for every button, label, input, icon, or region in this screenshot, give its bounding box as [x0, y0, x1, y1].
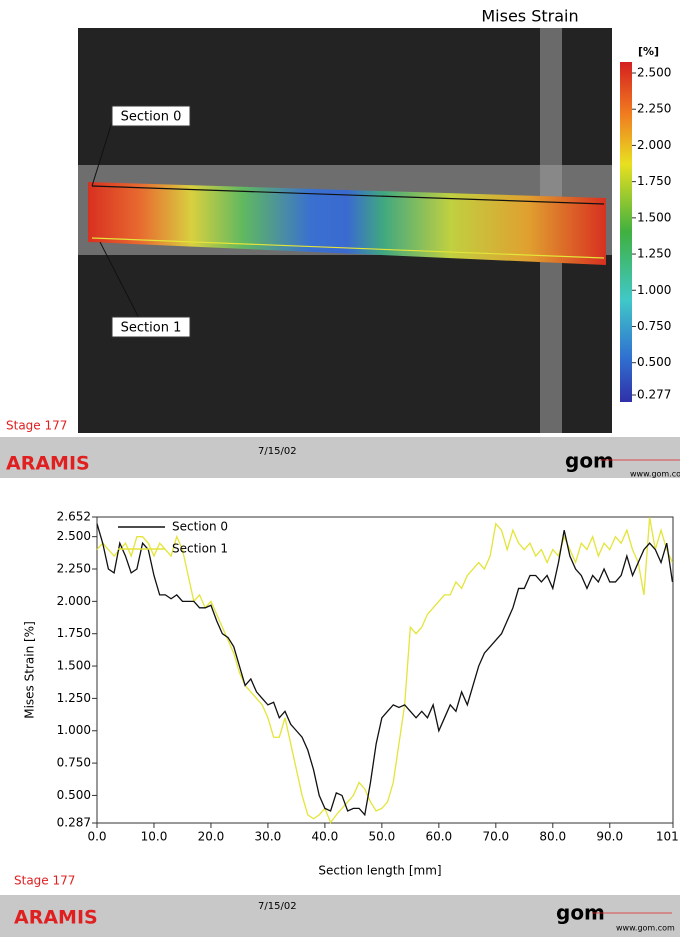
legend-label: Section 0 — [172, 520, 228, 534]
brand: ARAMIS — [6, 453, 90, 475]
colorbar-tick-label: 0.750 — [637, 319, 671, 333]
colorbar-tick-label: 1.000 — [637, 283, 671, 297]
section-line — [91, 185, 605, 205]
stage-label: Stage 177 — [14, 874, 75, 888]
logo: gom — [565, 449, 614, 473]
colorbar-tick-label: 1.750 — [637, 174, 671, 188]
y-tick-label: 1.500 — [57, 659, 91, 673]
x-tick-label: 40.0 — [312, 830, 339, 844]
y-tick-label: 1.750 — [57, 626, 91, 640]
y-tick-label: 1.000 — [57, 723, 91, 737]
y-tick-label: 2.500 — [57, 529, 91, 543]
y-tick-label: 0.500 — [57, 788, 91, 802]
colorbar-tick-label: 1.250 — [637, 247, 671, 261]
colorbar-tick-label: 0.277 — [637, 388, 671, 402]
legend-label: Section 1 — [172, 542, 228, 556]
x-axis-label: Section length [mm] — [318, 864, 441, 878]
y-tick-label: 0.287 — [57, 816, 91, 830]
leader — [99, 241, 141, 321]
date: 7/15/02 — [258, 446, 297, 457]
url: www.gom.co — [630, 470, 680, 479]
x-tick-label: 0.0 — [87, 830, 106, 844]
leader — [91, 121, 113, 187]
y-tick-label: 2.652 — [57, 510, 91, 524]
series-line — [96, 517, 674, 824]
x-tick-label: 50.0 — [369, 830, 396, 844]
colorbar-tick-label: 2.500 — [637, 66, 671, 80]
colorbar-ticks: 2.500 2.250 2.000 1.750 1.500 1.250 1.000 0.750… — [632, 66, 671, 402]
strain-field — [88, 182, 606, 265]
section-label: Section 0 — [121, 110, 182, 125]
y-tick-label: 2.250 — [57, 562, 91, 576]
plot-area — [96, 516, 674, 824]
colorbar-tick-label: 2.250 — [637, 102, 671, 116]
x-tick-label: 30.0 — [255, 830, 282, 844]
stage-label: Stage 177 — [6, 419, 67, 433]
x-tick-label: 60.0 — [425, 830, 452, 844]
logo: gom — [556, 901, 605, 925]
series-line — [96, 523, 674, 817]
y-tick-label: 0.750 — [57, 756, 91, 770]
colorbar — [620, 62, 632, 402]
x-tick-label: 101.1 — [656, 830, 680, 844]
y-axis-label: Mises Strain [%] — [23, 621, 37, 719]
url: www.gom.com — [616, 924, 675, 933]
date: 7/15/02 — [258, 901, 297, 912]
footer-bar — [0, 895, 680, 937]
footer-bar — [0, 437, 680, 478]
image-title: Mises Strain — [481, 7, 578, 26]
section-label: Section 1 — [121, 321, 182, 336]
x-tick-label: 90.0 — [596, 830, 623, 844]
colorbar-tick-label: 2.000 — [637, 138, 671, 152]
colorbar-tick-label: 0.500 — [637, 355, 671, 369]
label-box — [111, 316, 191, 338]
x-tick-label: 70.0 — [482, 830, 509, 844]
brand: ARAMIS — [14, 907, 98, 929]
y-tick-label: 1.250 — [57, 691, 91, 705]
label-box — [111, 105, 191, 127]
y-tick-label: 2.000 — [57, 594, 91, 608]
plot: 0.0 10.0 20.0 30.0 40.0 50.0 60.0 70.0 80.0 90.0 1… — [57, 510, 680, 844]
x-tick-label: 10.0 — [141, 830, 168, 844]
colorbar-tick-label: 1.500 — [637, 210, 671, 224]
x-tick-label: 80.0 — [539, 830, 566, 844]
section-line — [91, 237, 605, 259]
x-tick-label: 20.0 — [198, 830, 225, 844]
colorbar-unit: [%] — [638, 45, 659, 58]
